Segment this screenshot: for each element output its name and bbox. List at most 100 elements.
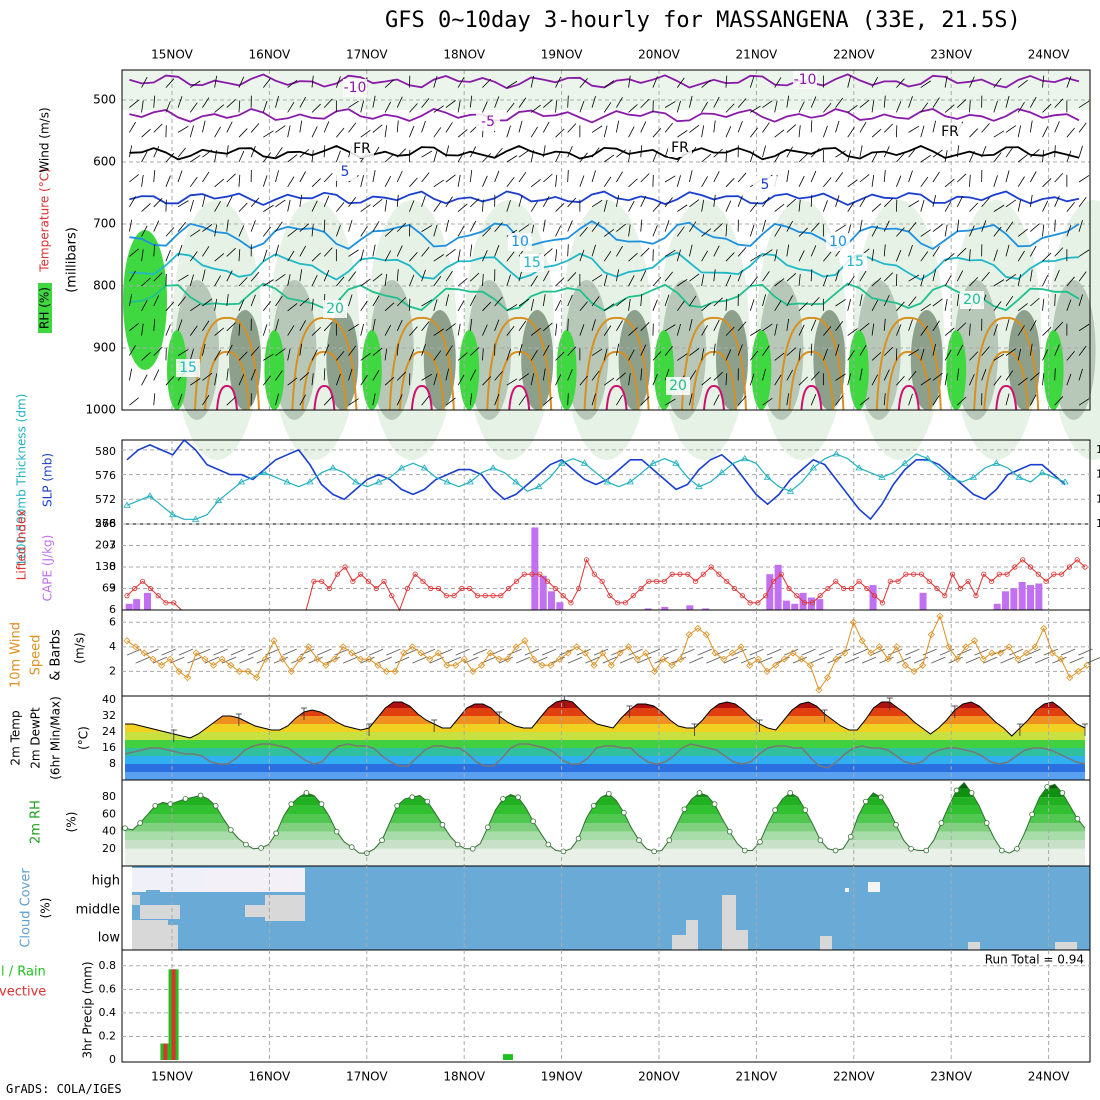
wind-barb (323, 247, 333, 257)
wind-barb (701, 176, 708, 188)
wind-barb (189, 251, 198, 262)
li-point (155, 593, 161, 599)
wind-barb (908, 222, 917, 232)
li-point (568, 600, 574, 606)
wind-speed-point (625, 643, 633, 651)
wind-barb (664, 249, 676, 257)
wind-barb (506, 304, 518, 312)
wind-barb (822, 125, 828, 138)
wind-barb (396, 343, 399, 356)
wind-barb (445, 270, 453, 282)
wind-barb (311, 326, 321, 336)
wind-barb (445, 323, 456, 332)
wind-barb (883, 346, 894, 356)
wind-barb (749, 201, 759, 212)
li-point (319, 578, 325, 584)
wind-barb (226, 344, 233, 356)
thickness-point (672, 459, 680, 466)
wind-barb (944, 178, 955, 188)
wind-barb (226, 322, 236, 332)
wind-barb (263, 204, 274, 212)
wind-barb (640, 121, 647, 133)
rh-band (125, 814, 1085, 823)
wind-barb (628, 224, 631, 237)
wind-barb (1005, 147, 1014, 158)
rh-point (243, 841, 249, 848)
rh-point (228, 827, 234, 833)
rh-point (621, 809, 627, 816)
cape-bar (133, 599, 141, 610)
wind-barb (506, 80, 518, 88)
wind-barb (701, 228, 712, 237)
isotherm-30C (593, 350, 640, 411)
wind-barb (323, 98, 333, 108)
wind-barb (1054, 98, 1064, 108)
wind-speed-point (287, 667, 295, 675)
li-point (560, 593, 566, 599)
contour-label-bg (753, 176, 777, 194)
wind-barb (1054, 172, 1064, 183)
wind-barb (128, 294, 133, 307)
li-point (1027, 564, 1034, 570)
ylabel-precip-total: Total / Rain (0, 965, 46, 980)
thickness-point (924, 454, 932, 462)
wind-barb (421, 344, 426, 356)
ylabel-cloud: Cloud Cover (19, 868, 34, 948)
wind-barb (616, 298, 626, 307)
wind-barb (445, 397, 456, 406)
wind-barb (701, 101, 708, 113)
wind-barb (396, 170, 403, 183)
cape-bar (766, 574, 774, 610)
li-point (654, 578, 660, 584)
wind-barb (932, 120, 937, 133)
wind-barb (859, 322, 870, 332)
wind-barb (871, 277, 882, 287)
wind-barb (238, 100, 241, 113)
wind-barb (445, 368, 450, 381)
wind-barb (1066, 276, 1075, 287)
ylabel-li: Lifted Index (15, 510, 29, 581)
wind-barb (591, 319, 596, 331)
wind-barb (409, 326, 418, 336)
wind-barb (494, 296, 503, 307)
wind-barb (530, 327, 541, 336)
wind-barb (530, 201, 538, 212)
wind-barb (226, 99, 236, 108)
ylabel-wind10-a: 10m Wind (9, 622, 24, 688)
wind-barb (1017, 102, 1025, 113)
ylabel-temp-b: 2m DewPt (29, 707, 43, 769)
wind-barb (786, 347, 797, 356)
li-point (1059, 571, 1065, 577)
wind-barb (957, 322, 967, 332)
isotherm-25C (486, 316, 553, 411)
contour-label-bg (323, 300, 347, 318)
wind-barb (591, 125, 603, 133)
wind-barb (287, 325, 295, 336)
wind-barb (859, 99, 870, 108)
li-point (365, 578, 372, 584)
wind-speed-point (823, 674, 832, 682)
contour-label: -10 (794, 72, 817, 88)
cape-bar (791, 603, 799, 610)
wind-barb (689, 370, 697, 381)
wind-barb (396, 96, 403, 108)
wind-barb (177, 296, 186, 307)
wind-barb (810, 319, 817, 331)
wind-barb (1054, 145, 1056, 158)
ylabel-wind10-c: & Barbs (49, 629, 64, 681)
cape-bar (539, 575, 547, 610)
wind-barb-10m (1034, 656, 1050, 664)
wind-barb (652, 202, 662, 212)
isotherm-30C (885, 350, 932, 411)
wind-barb (1042, 103, 1052, 113)
wind-speed-point (1048, 649, 1056, 657)
wind-barb (664, 398, 676, 406)
cloud-block (132, 920, 168, 950)
wind-barb (530, 104, 541, 113)
rh-shade (326, 310, 359, 410)
wind-barb (822, 200, 828, 212)
wind-barb (725, 103, 735, 113)
wind-barb (749, 350, 759, 361)
wind-barb (883, 170, 886, 183)
wind-barb (713, 245, 720, 257)
